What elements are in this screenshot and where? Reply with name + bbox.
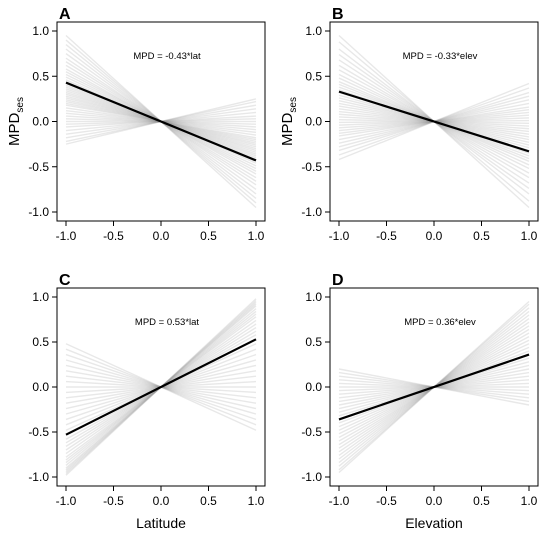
y-tick-label: 0.5	[32, 335, 49, 349]
mean-line	[338, 90, 530, 153]
panel-letter: C	[59, 272, 71, 289]
x-tick-label: -1.0	[56, 494, 77, 508]
x-tick-label: 1.0	[521, 229, 538, 243]
x-tick-label: 0.5	[200, 494, 217, 508]
y-tick-label: -0.5	[28, 425, 49, 439]
panel-d: -1.0 -0.5 0.0 0.5 1.0 -1.0 -0.5 0.0 0.5 1.0 D MPD =…	[301, 272, 539, 531]
x-tick-label: -1.0	[329, 494, 350, 508]
equation-annotation: MPD = 0.36*elev	[404, 317, 476, 328]
y-tick-label: 0.5	[305, 335, 322, 349]
panel-c: -1.0 -0.5 0.0 0.5 1.0 -1.0 -0.5 0.0 0.5 1.0 C MPD =…	[28, 272, 266, 531]
y-tick-label: 1.0	[32, 290, 49, 304]
x-tick-label: 0.5	[200, 229, 217, 243]
y-tick-label: 1.0	[305, 24, 322, 38]
y-tick-label: 0.0	[305, 115, 322, 129]
y-tick-label: 1.0	[305, 290, 322, 304]
x-tick-label: -0.5	[376, 494, 397, 508]
x-tick-label: 0.5	[473, 229, 490, 243]
y-tick-label: 1.0	[32, 24, 49, 38]
y-tick-label: 0.0	[305, 380, 322, 394]
y-tick-label: -1.0	[301, 205, 322, 219]
y-axis-title: MPDses	[6, 97, 26, 146]
x-tick-label: -0.5	[103, 229, 124, 243]
panel-letter: B	[332, 6, 344, 23]
x-tick-label: 0.0	[153, 494, 170, 508]
x-tick-label: -1.0	[329, 229, 350, 243]
panel-letter: A	[59, 6, 71, 23]
equation-annotation: MPD = 0.53*lat	[135, 317, 200, 328]
y-tick-label: 0.0	[32, 380, 49, 394]
x-tick-label: 0.0	[153, 229, 170, 243]
x-axis-title: Latitude	[136, 515, 186, 531]
y-axis-title-subscript: ses	[288, 97, 299, 113]
x-tick-label: 1.0	[521, 494, 538, 508]
x-tick-label: 0.5	[473, 494, 490, 508]
mean-line	[65, 81, 257, 162]
y-tick-label: -0.5	[28, 160, 49, 174]
y-tick-label: -0.5	[301, 425, 322, 439]
panel-letter: D	[332, 272, 344, 289]
y-axis-title-main: MPD	[6, 112, 23, 146]
x-tick-label: -1.0	[56, 229, 77, 243]
y-tick-label: 0.5	[305, 69, 322, 83]
panel-b: -1.0 -0.5 0.0 0.5 1.0 -1.0 -0.5 0.0 0.5 1.0 B MPD =…	[279, 6, 539, 243]
y-tick-label: 0.5	[32, 69, 49, 83]
y-tick-label: -1.0	[28, 470, 49, 484]
y-tick-label: -1.0	[301, 470, 322, 484]
panel-a: -1.0 -0.5 0.0 0.5 1.0 -1.0 -0.5 0.0 0.5 1.0 A MPD =…	[6, 6, 266, 243]
x-tick-label: -0.5	[376, 229, 397, 243]
mean-line	[65, 338, 257, 436]
y-axis-title-subscript: ses	[15, 97, 26, 113]
x-tick-label: 1.0	[248, 229, 265, 243]
x-tick-label: -0.5	[103, 494, 124, 508]
equation-annotation: MPD = -0.43*lat	[133, 51, 201, 62]
mean-line	[338, 353, 530, 421]
x-tick-label: 0.0	[426, 229, 443, 243]
x-tick-label: 0.0	[426, 494, 443, 508]
equation-annotation: MPD = -0.33*elev	[403, 51, 478, 62]
x-axis-title: Elevation	[405, 515, 463, 531]
y-axis-title: MPDses	[279, 97, 299, 146]
x-tick-label: 1.0	[248, 494, 265, 508]
y-tick-label: 0.0	[32, 115, 49, 129]
y-tick-label: -1.0	[28, 205, 49, 219]
y-tick-label: -0.5	[301, 160, 322, 174]
y-axis-title-main: MPD	[279, 112, 296, 146]
